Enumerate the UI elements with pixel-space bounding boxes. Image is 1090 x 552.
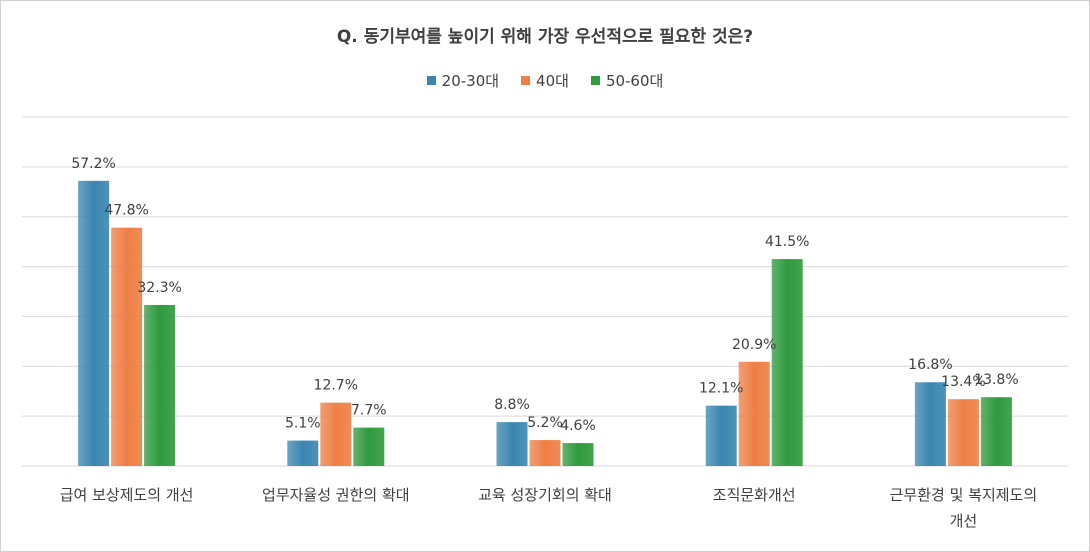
category-label: 근무환경 및 복지제도의 [890, 486, 1038, 504]
legend-label: 20-30대 [441, 72, 500, 90]
legend-swatch [590, 76, 600, 85]
bar [320, 402, 352, 466]
gridlines [22, 116, 1068, 467]
data-label: 13.8% [974, 372, 1018, 388]
bar [78, 180, 110, 466]
category-labels: 급여 보상제도의 개선 업무자율성 권한의 확대 교육 성장기회의 확대 조직문화개선… [60, 486, 1037, 530]
bar [111, 227, 143, 466]
bar [980, 397, 1012, 466]
bar [353, 427, 385, 466]
category-label: 조직문화개선 [713, 486, 796, 504]
bar [287, 440, 319, 466]
chart-title: Q. 동기부여를 높이기 위해 가장 우선적으로 필요한 것은? [336, 27, 754, 47]
data-label: 8.8% [494, 397, 530, 413]
legend-label: 40대 [536, 72, 569, 90]
bar [738, 361, 770, 466]
data-label: 5.1% [285, 416, 321, 432]
data-label: 4.6% [560, 418, 596, 434]
data-label: 12.7% [314, 378, 358, 394]
category-label: 교육 성장기회의 확대 [478, 486, 612, 504]
legend-swatch [521, 76, 531, 85]
legend-swatch [426, 76, 436, 85]
data-label: 57.2% [71, 156, 115, 172]
data-label: 12.1% [699, 381, 743, 397]
data-label: 41.5% [765, 234, 809, 250]
data-label: 13.4% [941, 374, 985, 390]
bars [78, 180, 1012, 466]
chart-legend: 20-30대 40대 50-60대 [0, 70, 1090, 91]
data-label: 7.7% [351, 403, 387, 419]
legend-label: 50-60대 [605, 72, 664, 90]
data-label: 5.2% [527, 415, 563, 431]
legend-item: 50-60대 [590, 70, 664, 91]
bar [947, 399, 979, 466]
bar [496, 422, 528, 466]
bar [705, 405, 737, 466]
data-label: 16.8% [908, 357, 952, 373]
data-label: 47.8% [104, 203, 148, 219]
category-label: 업무자율성 권한의 확대 [262, 486, 410, 504]
legend-item: 20-30대 [426, 70, 500, 91]
category-label: 개선 [950, 512, 978, 530]
data-label: 32.3% [137, 280, 181, 296]
bar [529, 440, 561, 466]
legend-item: 40대 [521, 70, 569, 91]
bar [562, 443, 594, 466]
data-labels: 57.2% 47.8% 32.3% 5.1% 12.7% 7.7% 8.8% 5.2%4.6%… [71, 156, 1018, 434]
bar [144, 304, 176, 466]
category-label: 급여 보상제도의 개선 [60, 486, 194, 504]
bar [771, 259, 803, 466]
data-label: 20.9% [732, 337, 776, 353]
bar [914, 382, 946, 466]
